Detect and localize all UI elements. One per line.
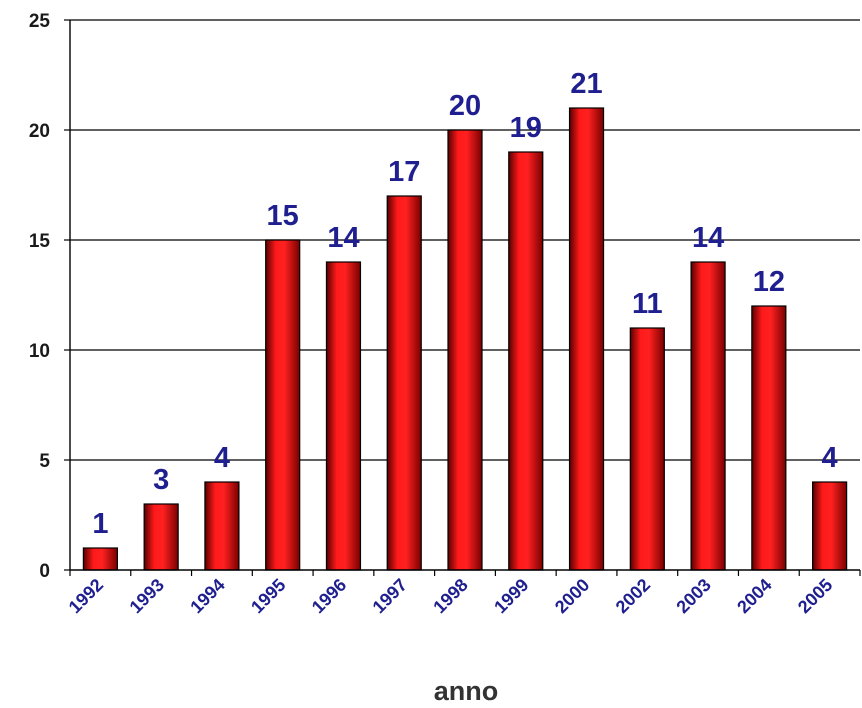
x-tick-label: 2005 [794, 575, 836, 617]
x-tick-label: 1994 [186, 575, 228, 617]
x-tick-label: 1998 [429, 575, 471, 617]
x-tick-label: 2002 [612, 575, 654, 617]
bar [812, 481, 848, 571]
y-tick-label: 20 [29, 121, 50, 142]
bar [629, 327, 665, 571]
data-label: 17 [388, 156, 420, 188]
data-label: 21 [570, 68, 602, 100]
bar [447, 129, 483, 571]
x-tick-label: 1999 [490, 575, 532, 617]
data-label: 19 [510, 112, 542, 144]
bar [204, 481, 240, 571]
bar [325, 261, 362, 571]
data-label: 1 [92, 508, 108, 540]
y-tick-label: 0 [39, 561, 50, 582]
x-tick-label: 1997 [369, 575, 411, 617]
y-tick-labels: 0 5 10 15 20 25 [29, 11, 51, 582]
x-tick-label: 2004 [733, 575, 775, 617]
y-tick-label: 5 [39, 451, 50, 472]
data-label: 14 [692, 222, 724, 254]
y-tick-label: 15 [29, 231, 51, 252]
data-label: 4 [214, 442, 230, 474]
data-label: 3 [153, 464, 169, 496]
data-label: 20 [449, 90, 481, 122]
bar [751, 305, 787, 571]
x-tick-label: 1995 [247, 575, 289, 617]
y-tick-label: 10 [29, 341, 50, 362]
data-label: 4 [822, 442, 838, 474]
x-tick-labels: 1992 1993 1994 1995 1996 1997 1998 1999 2000 2002… [65, 575, 837, 617]
x-tick-label: 1992 [65, 575, 107, 617]
y-tick-label: 25 [29, 11, 51, 32]
data-label: 12 [753, 266, 785, 298]
x-tick-label: 2000 [551, 575, 593, 617]
axes [64, 19, 861, 576]
data-label: 11 [632, 288, 663, 320]
data-labels: 1 3 4 15 14 17 20 19 21 11 14 12 4 [92, 68, 837, 540]
bar [690, 261, 726, 571]
bar [82, 547, 118, 571]
x-axis-label: anno [434, 676, 499, 706]
bar [386, 195, 422, 571]
data-label: 14 [327, 222, 359, 254]
x-tick-label: 1996 [308, 575, 350, 617]
x-tick-label: 2003 [672, 575, 714, 617]
bar [568, 107, 605, 571]
data-label: 15 [267, 200, 299, 232]
x-tick-label: 1993 [126, 575, 168, 617]
bars [82, 107, 848, 571]
bar [508, 151, 544, 571]
bar [265, 239, 301, 571]
bar [143, 503, 179, 571]
